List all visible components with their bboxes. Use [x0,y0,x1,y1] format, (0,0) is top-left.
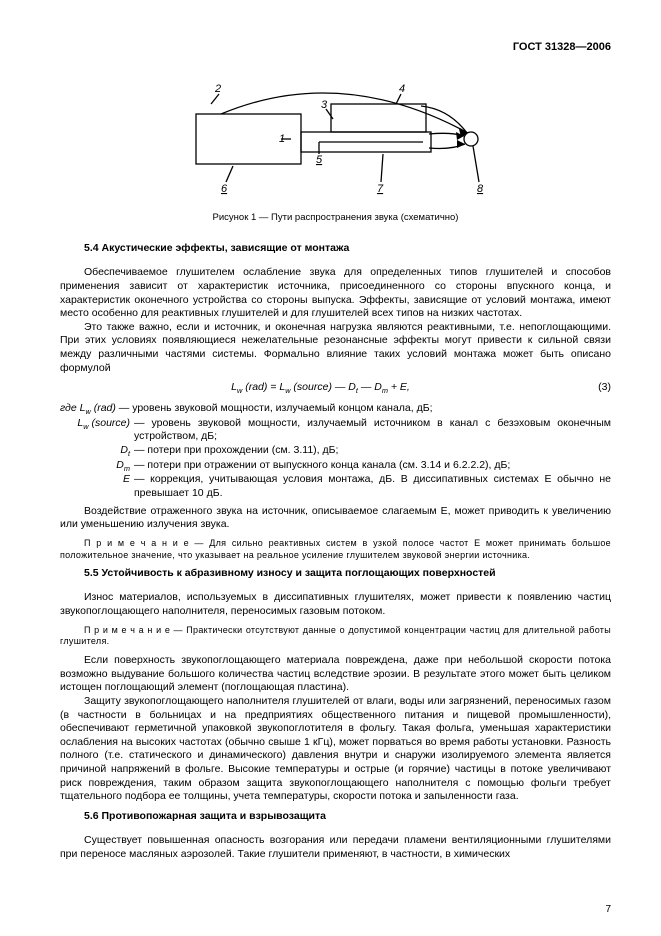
def-lw-rad: — уровень звуковой мощности, излучаемый … [119,402,611,417]
section-5-5-p1: Износ материалов, используемых в диссипа… [60,591,611,618]
section-5-5-p3: Защиту звукопоглощающего наполнителя глу… [60,695,611,804]
where-block: где Lw (rad) — уровень звуковой мощности… [60,402,611,500]
def-e: — коррекция, учитывающая условия монтажа… [134,473,611,500]
section-5-4-head: 5.4 Акустические эффекты, зависящие от м… [60,242,611,256]
section-5-6-head: 5.6 Противопожарная защита и взрывозащит… [60,810,611,824]
page: ГОСТ 31328—2006 [0,0,661,936]
figure-1: 1 2 3 4 5 6 7 8 [171,74,501,202]
formula-3-number: (3) [581,381,611,396]
section-5-5-head: 5.5 Устойчивость к абразивному износу и … [60,567,611,581]
def-dt: — потери при прохождении (см. 3.11), дБ; [134,444,611,459]
def-lw-source: — уровень звуковой мощности, излучаемый … [134,417,611,444]
fig-label-3: 3 [321,99,328,111]
section-5-6-p1: Существует повышенная опасность возгоран… [60,834,611,861]
fig-label-5: 5 [316,154,323,166]
fig-label-6: 6 [221,183,228,195]
formula-3-row: Lw (rad) = Lw (source) — Dt — Dm + E, (3… [60,381,611,396]
document-header: ГОСТ 31328—2006 [60,40,611,54]
def-dm: — потери при отражении от выпускного кон… [134,459,611,474]
page-number: 7 [605,903,611,916]
fig-label-2: 2 [214,83,221,95]
section-5-5-p2: Если поверхность звукопоглощающего матер… [60,654,611,695]
formula-3: Lw (rad) = Lw (source) — Dt — Dm + E, [60,381,581,396]
section-5-4-p1: Обеспечиваемое глушителем ослабление зву… [60,266,611,321]
section-5-5-note: П р и м е ч а н и е — Практически отсутс… [60,625,611,648]
fig-label-4: 4 [399,83,405,95]
section-5-4-note: П р и м е ч а н и е — Для сильно реактив… [60,538,611,561]
fig-label-8: 8 [477,183,484,195]
fig-label-7: 7 [377,183,384,195]
fig-label-1: 1 [279,133,285,145]
section-5-4-p2: Это также важно, если и источник, и окон… [60,321,611,376]
section-5-4-p3: Воздействие отраженного звука на источни… [60,505,611,532]
figure-caption: Рисунок 1 — Пути распространения звука (… [60,212,611,224]
